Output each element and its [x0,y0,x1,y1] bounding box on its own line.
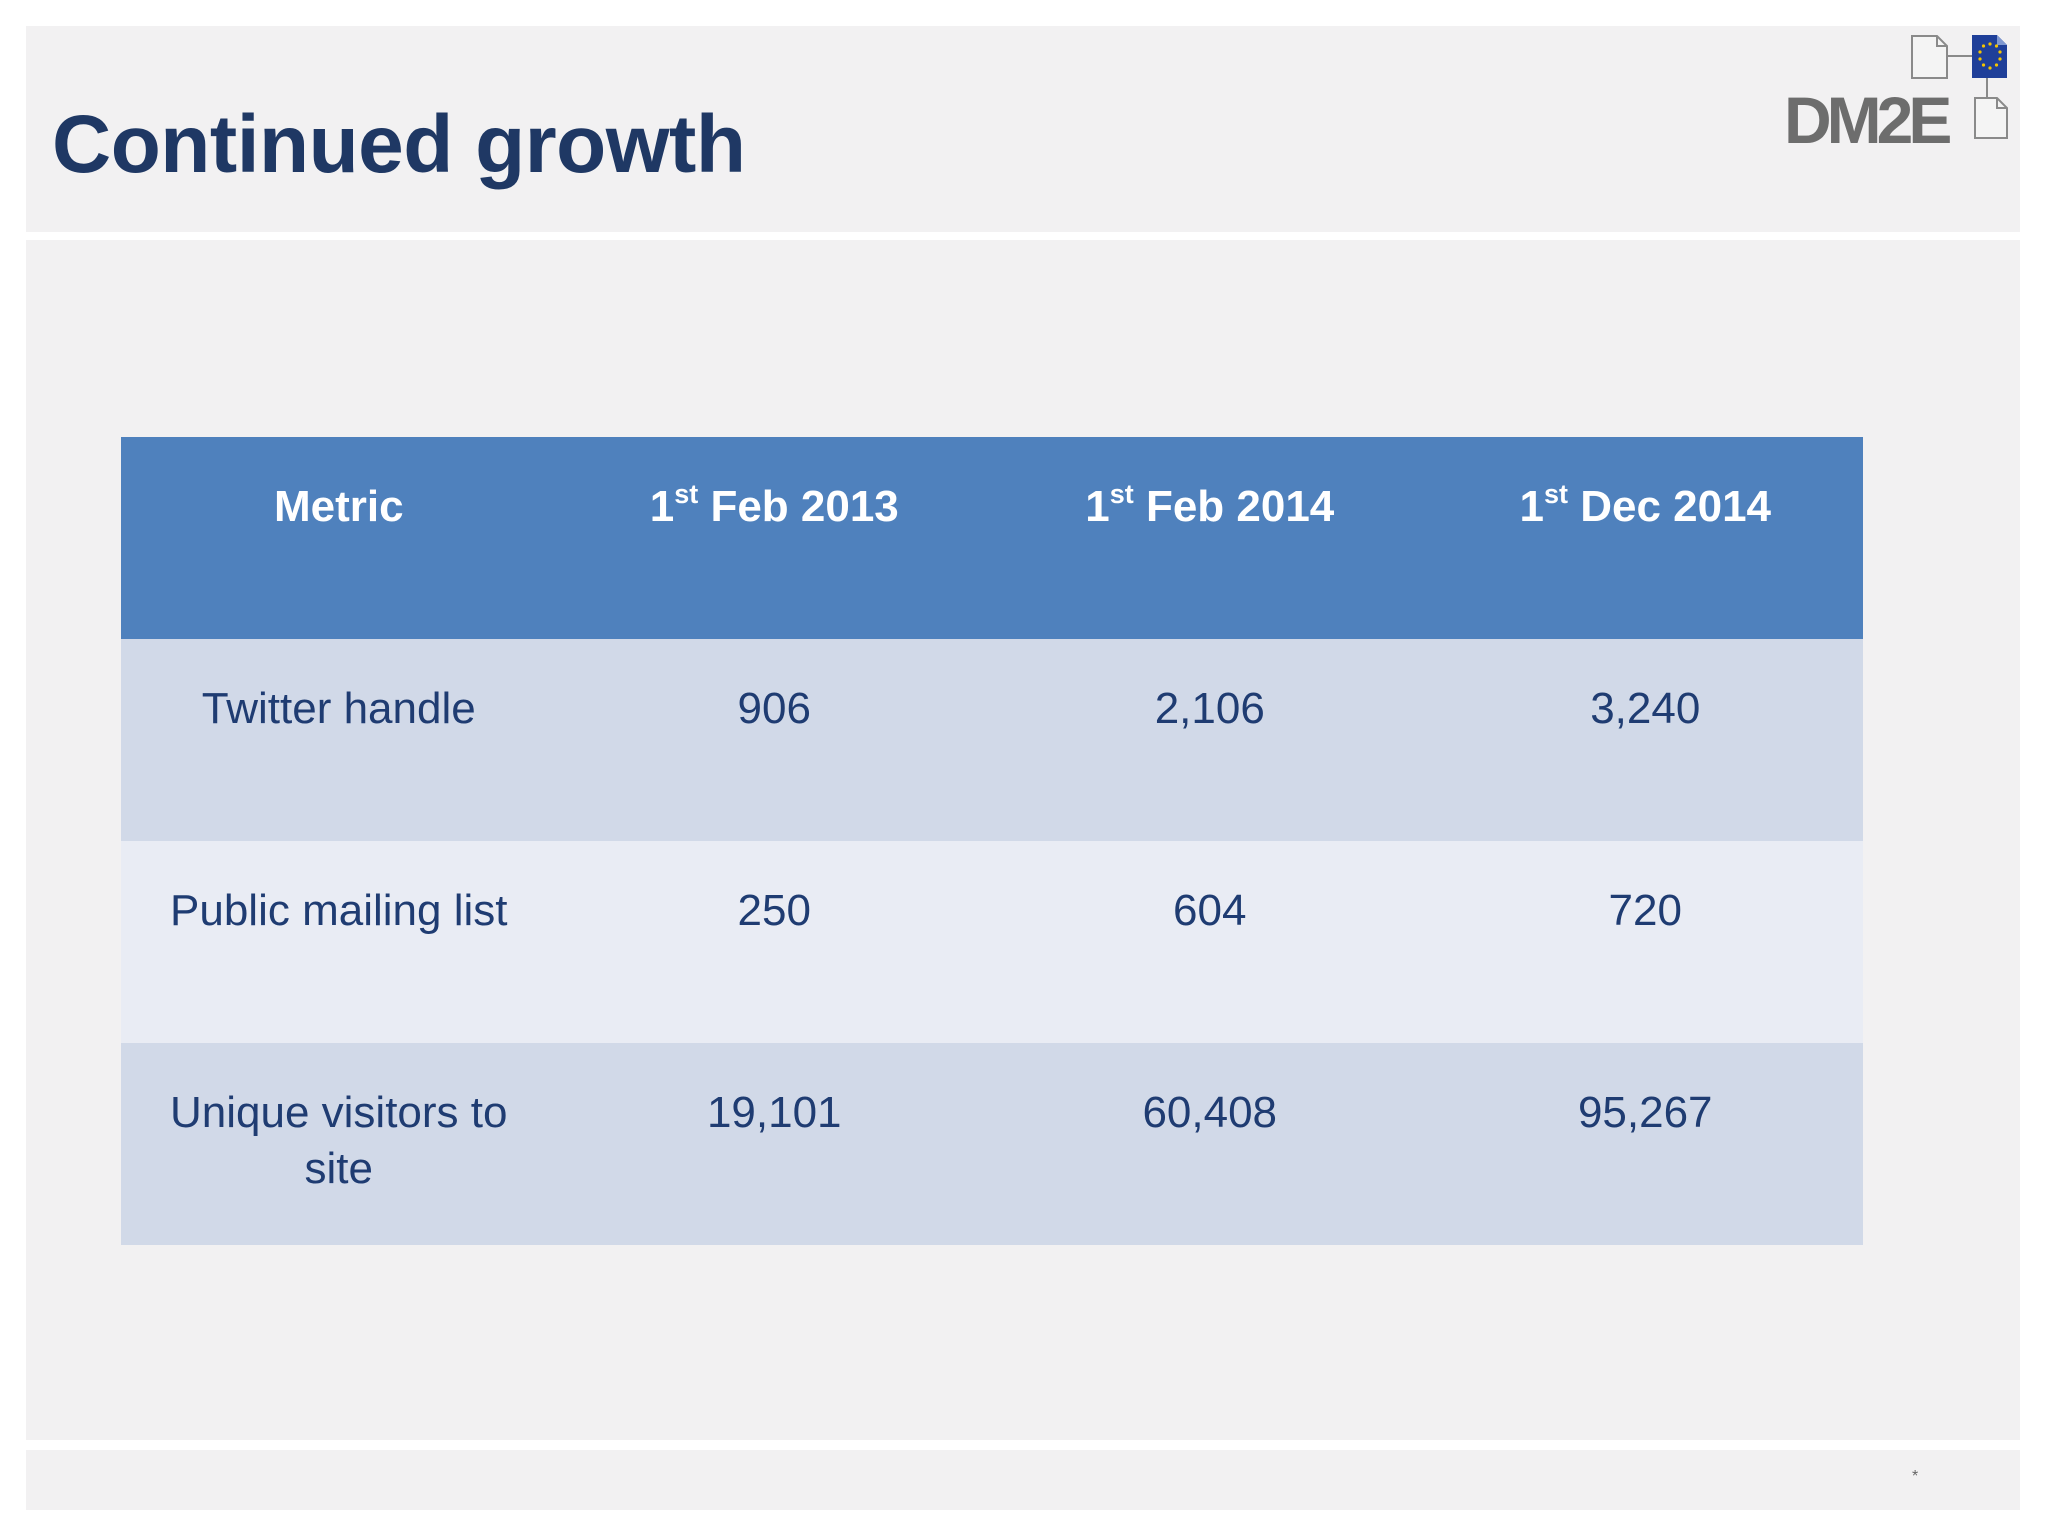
metric-cell: Unique visitors to site [170,1088,508,1193]
slide-number-marker: * [1912,1468,1919,1485]
value-cell: 60,408 [1142,1088,1278,1137]
eu-flag-icon [1972,35,2007,78]
value-cell: 906 [737,684,811,733]
value-cell: 95,267 [1577,1088,1713,1137]
column-header-feb-2014: 1st Feb 2014 [1085,479,1335,532]
document-icon [1911,35,1972,79]
column-header-dec-2014: 1st Dec 2014 [1519,479,1772,532]
slide-title: Continued growth [52,99,746,190]
value-cell: 604 [1173,886,1247,935]
table-header-row: Metric 1st Feb 2013 1st Feb 2014 1st Dec… [121,437,1863,639]
table-row: Unique visitors to site 19,101 60,408 95… [121,1043,1863,1245]
value-cell: 720 [1608,886,1682,935]
metric-cell: Twitter handle [201,684,476,733]
metrics-table: Metric 1st Feb 2013 1st Feb 2014 1st Dec… [121,437,1863,1245]
value-cell: 3,240 [1590,684,1701,733]
table-row: Public mailing list 250 604 720 [121,841,1863,1043]
footer-panel [26,1450,2020,1510]
column-header-metric: Metric [273,482,404,531]
metric-cell: Public mailing list [170,886,508,935]
logo-text: DM2E [1784,83,1950,153]
content-panel [26,240,2020,1440]
value-cell: 19,101 [706,1088,842,1137]
value-cell: 2,106 [1154,684,1265,733]
value-cell: 250 [737,886,811,935]
document-icon [1974,78,2008,139]
dm2e-logo: DM2E [1784,35,2008,153]
table-row: Twitter handle 906 2,106 3,240 [121,639,1863,841]
header-panel [26,26,2020,232]
column-header-feb-2013: 1st Feb 2013 [649,479,899,532]
